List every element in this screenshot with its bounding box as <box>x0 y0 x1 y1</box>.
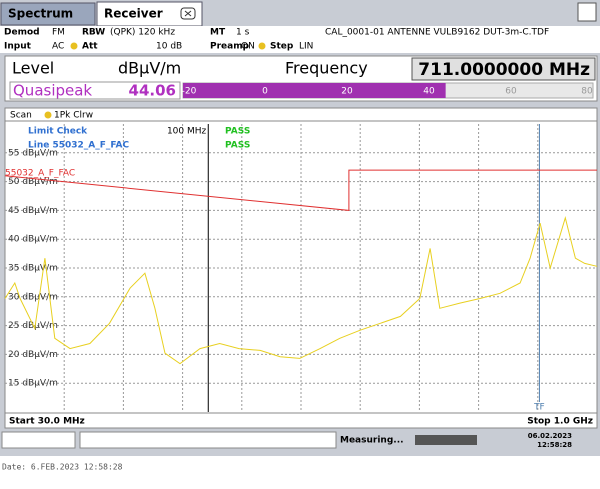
info: LIN <box>299 42 313 52</box>
frequency-value: 711.0000000 MHz <box>418 60 590 80</box>
bar-tick-label: 20 <box>341 87 353 97</box>
info: 1 s <box>236 28 250 38</box>
marker-line-label: 100 MHz <box>167 127 207 137</box>
footer: Date: 6.FEB.2023 12:58:28 <box>2 463 123 472</box>
y-tick-label: 15 dBµV/m <box>8 379 58 389</box>
tab-label: Receiver <box>104 7 163 21</box>
y-tick-label: 35 dBµV/m <box>8 264 58 274</box>
info: CAL_0001-01 ANTENNE VULB9162 DUT-3m-C.TD… <box>325 28 549 38</box>
bar-fill <box>183 83 446 98</box>
info: AC <box>52 42 64 52</box>
y-tick-label: 40 dBµV/m <box>8 235 58 245</box>
frequency-box[interactable] <box>411 57 596 81</box>
y-tick-label: 50 dBµV/m <box>8 177 58 187</box>
dot <box>70 42 78 50</box>
detector: Quasipeak <box>13 82 92 100</box>
info: Step <box>270 42 294 52</box>
tab-label: Spectrum <box>8 7 73 21</box>
bar-tick-label: 60 <box>505 87 517 97</box>
y-tick-label: 30 dBµV/m <box>8 292 58 302</box>
info: ON <box>241 42 255 52</box>
level-unit: dBµV/m <box>118 59 181 78</box>
y-tick-label: 25 dBµV/m <box>8 321 58 331</box>
level-bar: -20 0 20 40 60 80 <box>182 82 594 99</box>
level-value: 44.06 <box>129 82 176 100</box>
info: Att <box>82 42 98 52</box>
tab[interactable] <box>0 2 96 26</box>
info: MT <box>210 28 226 38</box>
progress <box>415 435 477 445</box>
limit-check: Limit Check <box>28 127 88 137</box>
trace-label: 1Pk Clrw <box>54 111 93 121</box>
start-label: Start 30.0 MHz <box>9 417 85 427</box>
detector-box <box>9 81 181 100</box>
line-result: PASS <box>225 141 250 151</box>
info: 10 dB <box>156 42 182 52</box>
frequency-label: Frequency <box>285 59 368 78</box>
dot <box>258 42 266 50</box>
y-tick-label: 55 dBµV/m <box>8 148 58 158</box>
info: (QPK) 120 kHz <box>110 28 175 38</box>
limit-line <box>4 169 597 211</box>
info: Demod <box>4 28 40 38</box>
line-label: Line 55032_A_F_FAC <box>28 141 129 151</box>
bar-tick-label: -20 <box>182 87 197 97</box>
menu-icon[interactable] <box>577 2 597 22</box>
stop-label: Stop 1.0 GHz <box>527 417 593 427</box>
limit-name: 55032_A_F_FAC <box>5 168 75 178</box>
level-label: Level <box>12 59 54 78</box>
plot-header: Scan <box>10 111 32 121</box>
info: Input <box>4 42 32 52</box>
status-date: 06.02.2023 <box>528 432 572 440</box>
info: Preamp <box>210 42 250 52</box>
tf-label: TF <box>533 403 545 413</box>
trace <box>4 216 598 365</box>
status-time: 12:58:28 <box>537 441 572 449</box>
status-text: Measuring... <box>340 436 404 446</box>
status-field <box>79 431 337 449</box>
bar-tick-label: 0 <box>262 87 268 97</box>
close-x <box>184 10 192 17</box>
info: RBW <box>82 28 105 38</box>
info-panel <box>0 26 600 53</box>
limit-result: PASS <box>225 127 250 137</box>
y-tick-label: 45 dBµV/m <box>8 206 58 216</box>
plot-area: 55 dBµV/m 50 dBµV/m 45 dBµV/m 40 dBµV/m 35 d… <box>4 124 598 413</box>
bar-tick-label: 80 <box>581 87 593 97</box>
bar-tick-label: 40 <box>423 87 435 97</box>
dot <box>44 111 52 119</box>
status-field <box>1 431 76 449</box>
y-tick-label: 20 dBµV/m <box>8 350 58 360</box>
info: FM <box>52 28 65 38</box>
